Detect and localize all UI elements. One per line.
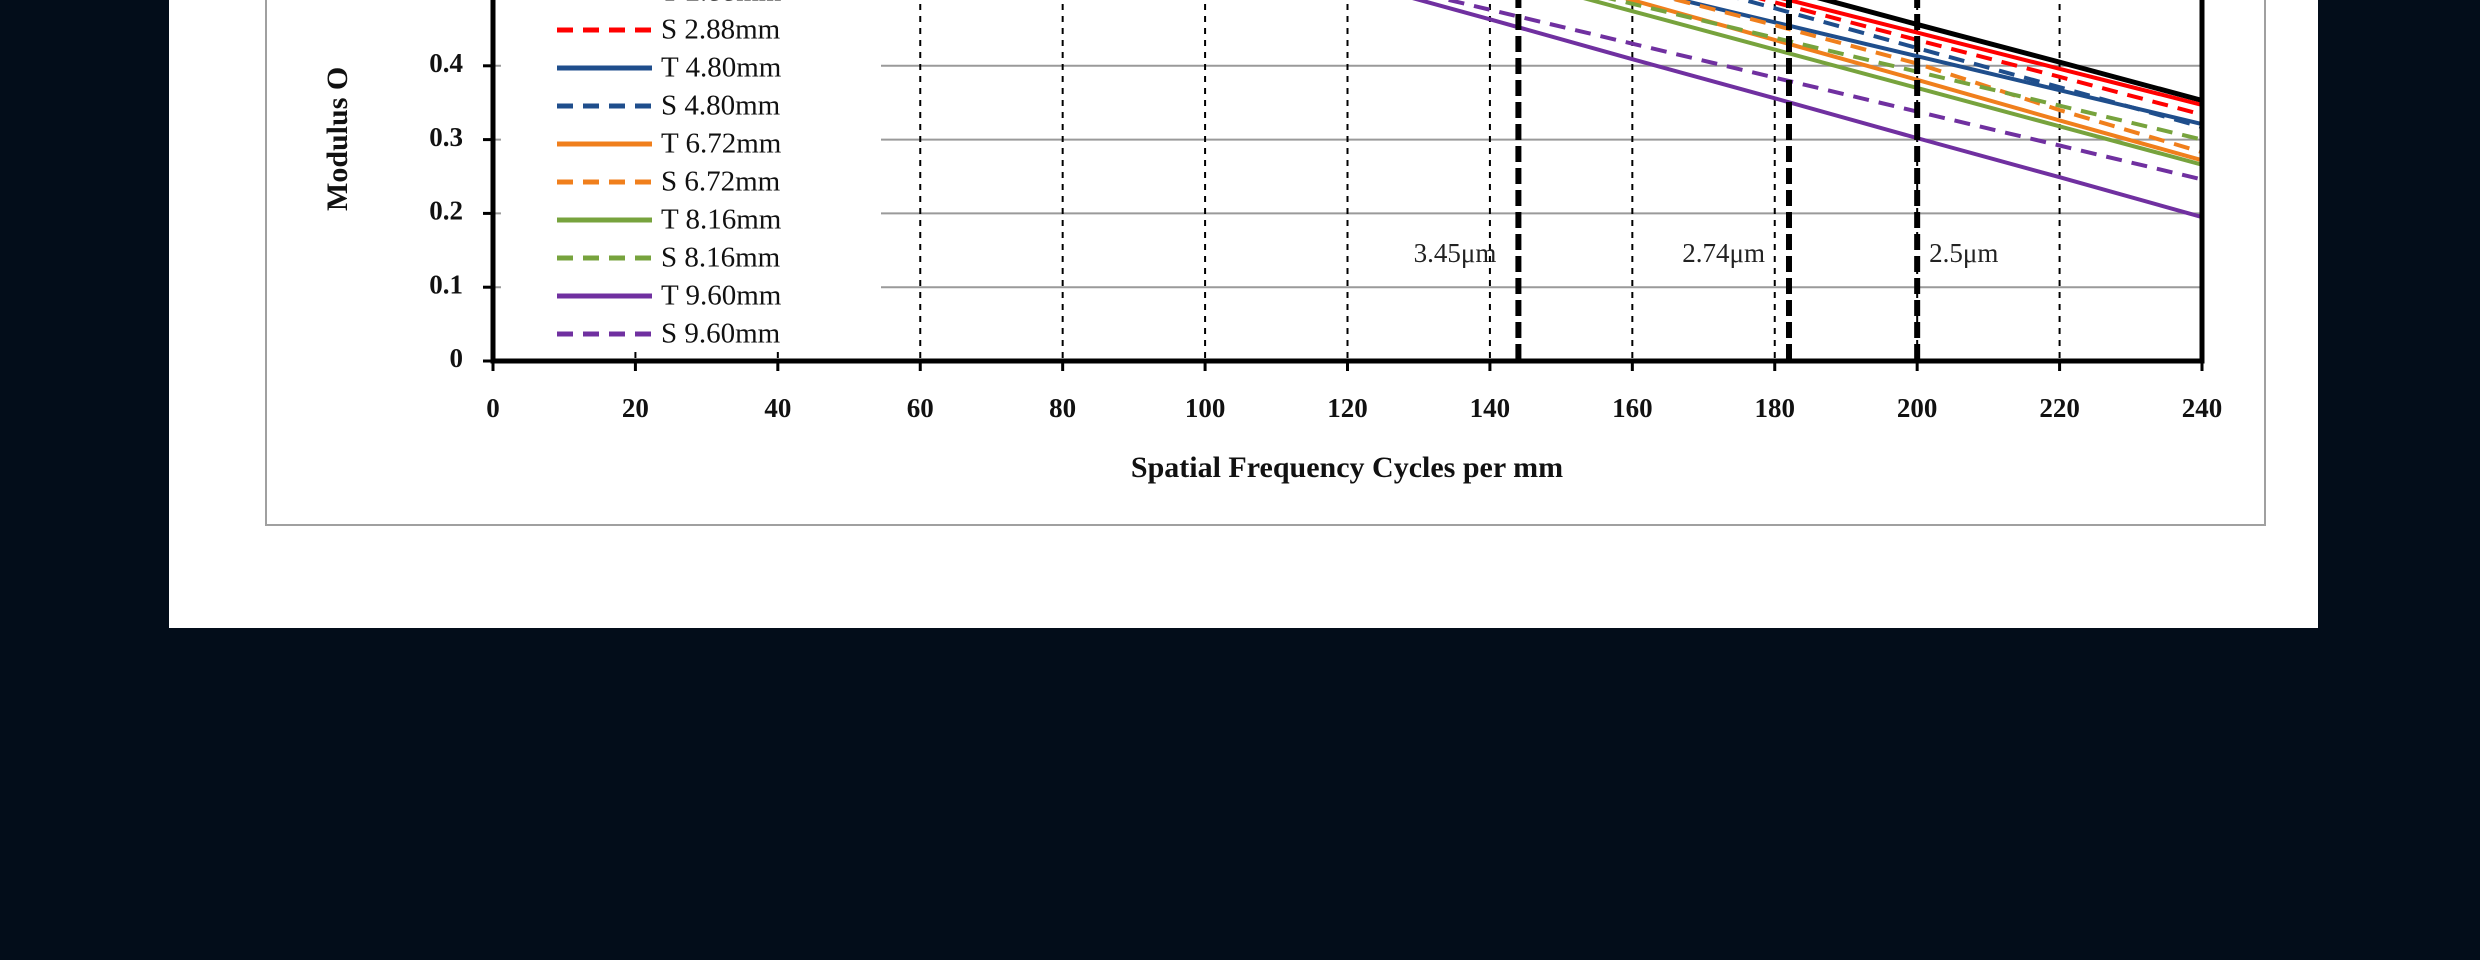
legend-label: S 6.72mm — [661, 166, 781, 198]
y-tick-label: 0.2 — [429, 196, 463, 226]
series-line — [1816, 0, 2202, 103]
series-line — [1412, 0, 2202, 220]
y-axis-label: Modulus O — [321, 67, 354, 211]
legend-label: S 9.60mm — [661, 318, 781, 350]
x-tick-label: 0 — [486, 393, 500, 423]
annotation-label: 2.5μm — [1929, 238, 1998, 268]
annotation-label: 3.45μm — [1414, 238, 1497, 268]
x-tick-label: 220 — [2039, 393, 2080, 423]
series-line — [1669, 0, 2202, 155]
legend-label: T 2.88mm — [661, 0, 782, 8]
y-tick-label: 0.5 — [429, 0, 463, 4]
series-line — [1583, 0, 2202, 167]
legend-label: S 8.16mm — [661, 242, 781, 274]
x-tick-label: 240 — [2182, 393, 2223, 423]
y-tick-label: 0.4 — [429, 48, 463, 78]
series-line — [1757, 0, 2202, 117]
legend-label: T 8.16mm — [661, 204, 782, 236]
annotation-label: 2.74μm — [1682, 238, 1765, 268]
y-tick-label: 0.3 — [429, 122, 463, 152]
x-tick-label: 160 — [1612, 393, 1653, 423]
x-tick-label: 20 — [622, 393, 649, 423]
series-line — [1607, 0, 2202, 142]
plot-border — [490, 0, 2205, 364]
x-tick-label: 80 — [1049, 393, 1076, 423]
legend-label: T 4.80mm — [661, 52, 782, 84]
legend-label: S 4.80mm — [661, 90, 781, 122]
series-group — [1412, 0, 2202, 220]
x-axis-label: Spatial Frequency Cycles per mm — [1131, 451, 1563, 484]
x-tick-label: 180 — [1755, 393, 1796, 423]
x-tick-label: 140 — [1470, 393, 1511, 423]
legend-label: T 9.60mm — [661, 280, 782, 312]
x-tick-label: 40 — [764, 393, 791, 423]
series-line — [1737, 0, 2202, 129]
series-line — [1440, 0, 2202, 182]
y-tick-label: 0.1 — [429, 269, 463, 299]
legend-label: S 2.88mm — [661, 14, 781, 46]
series-line — [1624, 0, 2202, 163]
legend-label: T 6.72mm — [661, 128, 782, 160]
x-tick-label: 100 — [1185, 393, 1226, 423]
series-line — [1780, 0, 2202, 107]
x-tick-label: 200 — [1897, 393, 1938, 423]
plot: 0 0.1 0.2 0.3 0.4 0.5 0 20 40 60 80 100 120 140 160 180… — [429, 0, 2222, 423]
x-tick-label: 120 — [1327, 393, 1368, 423]
x-tick-label: 60 — [907, 393, 934, 423]
y-tick-label: 0 — [450, 343, 464, 373]
series-line — [1672, 0, 2202, 127]
legend-box — [501, 0, 881, 350]
